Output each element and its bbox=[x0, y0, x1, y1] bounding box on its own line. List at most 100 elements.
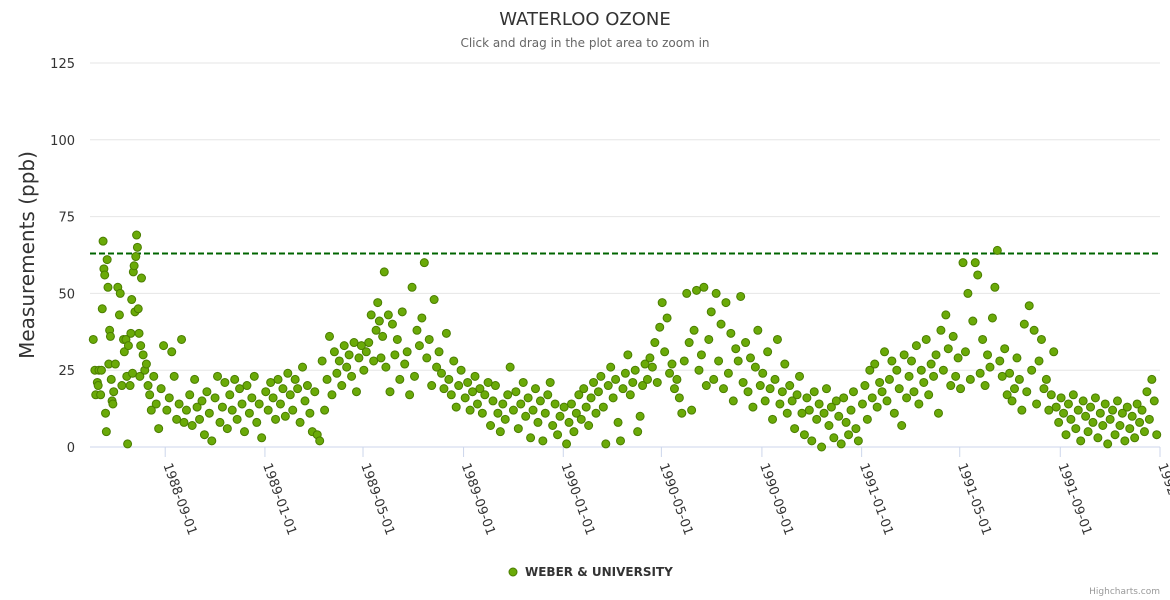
data-point[interactable] bbox=[770, 374, 780, 384]
data-point[interactable] bbox=[105, 331, 115, 341]
data-point[interactable] bbox=[257, 433, 267, 443]
data-point[interactable] bbox=[682, 288, 692, 298]
data-point[interactable] bbox=[422, 353, 432, 363]
data-point[interactable] bbox=[117, 381, 127, 391]
data-point[interactable] bbox=[465, 405, 475, 415]
data-point[interactable] bbox=[970, 258, 980, 268]
data-point[interactable] bbox=[1071, 424, 1081, 434]
data-point[interactable] bbox=[400, 359, 410, 369]
data-point[interactable] bbox=[728, 396, 738, 406]
data-point[interactable] bbox=[470, 371, 480, 381]
data-point[interactable] bbox=[960, 347, 970, 357]
data-point[interactable] bbox=[564, 417, 574, 427]
data-point[interactable] bbox=[870, 359, 880, 369]
data-point[interactable] bbox=[149, 371, 159, 381]
data-point[interactable] bbox=[736, 291, 746, 301]
data-point[interactable] bbox=[768, 414, 778, 424]
data-point[interactable] bbox=[128, 368, 138, 378]
data-point[interactable] bbox=[1127, 411, 1137, 421]
data-point[interactable] bbox=[373, 298, 383, 308]
data-point[interactable] bbox=[366, 310, 376, 320]
data-point[interactable] bbox=[846, 405, 856, 415]
data-point[interactable] bbox=[1152, 430, 1162, 440]
data-point[interactable] bbox=[543, 390, 553, 400]
data-point[interactable] bbox=[677, 408, 687, 418]
data-point[interactable] bbox=[836, 439, 846, 449]
data-point[interactable] bbox=[523, 393, 533, 403]
data-point[interactable] bbox=[463, 377, 473, 387]
data-point[interactable] bbox=[97, 304, 107, 314]
data-point[interactable] bbox=[933, 408, 943, 418]
data-point[interactable] bbox=[894, 384, 904, 394]
data-point[interactable] bbox=[174, 399, 184, 409]
data-point[interactable] bbox=[1005, 368, 1015, 378]
data-point[interactable] bbox=[402, 347, 412, 357]
data-point[interactable] bbox=[332, 368, 342, 378]
data-point[interactable] bbox=[427, 381, 437, 391]
data-point[interactable] bbox=[576, 414, 586, 424]
data-point[interactable] bbox=[548, 420, 558, 430]
data-point[interactable] bbox=[285, 390, 295, 400]
legend-item-weber-university[interactable]: WEBER & UNIVERSITY bbox=[525, 565, 673, 579]
data-point[interactable] bbox=[268, 393, 278, 403]
data-point[interactable] bbox=[412, 325, 422, 335]
data-point[interactable] bbox=[1014, 374, 1024, 384]
data-point[interactable] bbox=[1120, 436, 1130, 446]
data-point[interactable] bbox=[613, 417, 623, 427]
data-point[interactable] bbox=[684, 338, 694, 348]
data-point[interactable] bbox=[625, 390, 635, 400]
data-point[interactable] bbox=[694, 365, 704, 375]
data-point[interactable] bbox=[1125, 424, 1135, 434]
data-point[interactable] bbox=[298, 362, 308, 372]
data-point[interactable] bbox=[349, 338, 359, 348]
data-point[interactable] bbox=[963, 288, 973, 298]
data-point[interactable] bbox=[951, 371, 961, 381]
data-point[interactable] bbox=[1142, 387, 1152, 397]
data-point[interactable] bbox=[114, 310, 124, 320]
data-point[interactable] bbox=[227, 405, 237, 415]
data-point[interactable] bbox=[154, 424, 164, 434]
data-point[interactable] bbox=[1112, 396, 1122, 406]
data-point[interactable] bbox=[907, 356, 917, 366]
data-point[interactable] bbox=[320, 405, 330, 415]
data-point[interactable] bbox=[581, 402, 591, 412]
data-point[interactable] bbox=[1149, 396, 1159, 406]
data-point[interactable] bbox=[872, 402, 882, 412]
data-point[interactable] bbox=[851, 424, 861, 434]
data-point[interactable] bbox=[1132, 399, 1142, 409]
data-point[interactable] bbox=[1061, 430, 1071, 440]
data-point[interactable] bbox=[429, 295, 439, 305]
data-point[interactable] bbox=[566, 399, 576, 409]
data-point[interactable] bbox=[630, 365, 640, 375]
data-point[interactable] bbox=[217, 402, 227, 412]
data-point[interactable] bbox=[143, 381, 153, 391]
data-point[interactable] bbox=[273, 374, 283, 384]
data-point[interactable] bbox=[1007, 396, 1017, 406]
data-point[interactable] bbox=[1076, 436, 1086, 446]
data-point[interactable] bbox=[645, 353, 655, 363]
data-point[interactable] bbox=[608, 393, 618, 403]
data-point[interactable] bbox=[498, 399, 508, 409]
data-point[interactable] bbox=[315, 436, 325, 446]
data-point[interactable] bbox=[824, 420, 834, 430]
data-point[interactable] bbox=[407, 282, 417, 292]
data-point[interactable] bbox=[503, 390, 513, 400]
data-point[interactable] bbox=[225, 390, 235, 400]
data-point[interactable] bbox=[714, 356, 724, 366]
data-point[interactable] bbox=[329, 347, 339, 357]
data-point[interactable] bbox=[239, 427, 249, 437]
data-point[interactable] bbox=[334, 356, 344, 366]
data-point[interactable] bbox=[410, 371, 420, 381]
data-point[interactable] bbox=[692, 285, 702, 295]
data-point[interactable] bbox=[718, 384, 728, 394]
data-point[interactable] bbox=[642, 374, 652, 384]
data-point[interactable] bbox=[266, 377, 276, 387]
data-point[interactable] bbox=[432, 362, 442, 372]
data-point[interactable] bbox=[468, 387, 478, 397]
data-point[interactable] bbox=[880, 347, 890, 357]
data-point[interactable] bbox=[436, 368, 446, 378]
data-point[interactable] bbox=[202, 387, 212, 397]
data-point[interactable] bbox=[327, 390, 337, 400]
data-point[interactable] bbox=[1144, 414, 1154, 424]
data-point[interactable] bbox=[351, 387, 361, 397]
